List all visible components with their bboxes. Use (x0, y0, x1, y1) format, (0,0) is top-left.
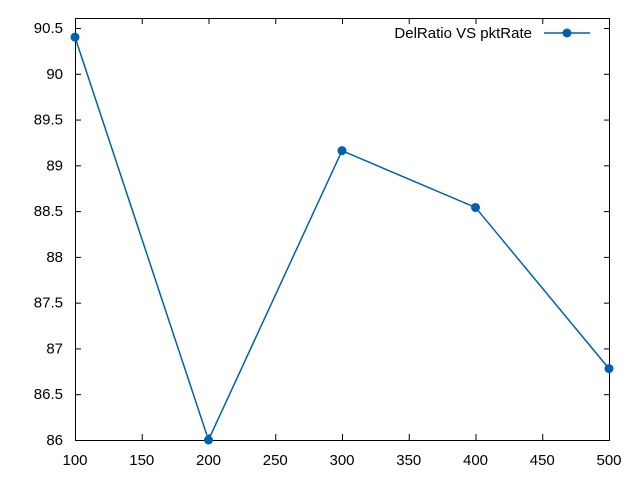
x-tick-label: 300 (329, 452, 354, 469)
y-tick-label: 90 (46, 66, 63, 83)
data-point (337, 146, 347, 156)
y-tick-label: 86.5 (34, 386, 63, 403)
y-tick-label: 87.5 (34, 295, 63, 312)
x-tick-label: 200 (196, 452, 221, 469)
y-tick-label: 90.5 (34, 20, 63, 37)
legend-label: DelRatio VS pktRate (394, 25, 532, 42)
series-line (74, 36, 610, 443)
x-tick-label: 150 (129, 452, 154, 469)
y-tick-label: 89.5 (34, 112, 63, 129)
data-point (204, 435, 213, 445)
y-tick-label: 89 (46, 157, 63, 174)
data-point (604, 364, 614, 374)
x-axis: 100 150 200 250 300 350 400 450 500 (62, 18, 622, 469)
x-tick-label: 400 (463, 452, 488, 469)
x-tick-label: 450 (530, 452, 555, 469)
legend-marker (562, 28, 572, 38)
x-tick-label: 100 (62, 452, 87, 469)
y-tick-label: 87 (46, 340, 63, 357)
y-axis: 86 86.5 87 87.5 88 88.5 89 89.5 90 90.5 (34, 20, 610, 449)
y-tick-label: 86 (46, 432, 63, 449)
legend: DelRatio VS pktRate (394, 25, 590, 42)
plot-frame (75, 18, 610, 441)
x-tick-label: 250 (263, 452, 288, 469)
data-point (471, 202, 480, 212)
series-layer (70, 32, 614, 445)
data-point (70, 32, 80, 42)
x-tick-label: 500 (596, 452, 621, 469)
x-tick-label: 350 (396, 452, 421, 469)
y-tick-label: 88.5 (34, 203, 63, 220)
y-tick-label: 88 (46, 249, 63, 266)
